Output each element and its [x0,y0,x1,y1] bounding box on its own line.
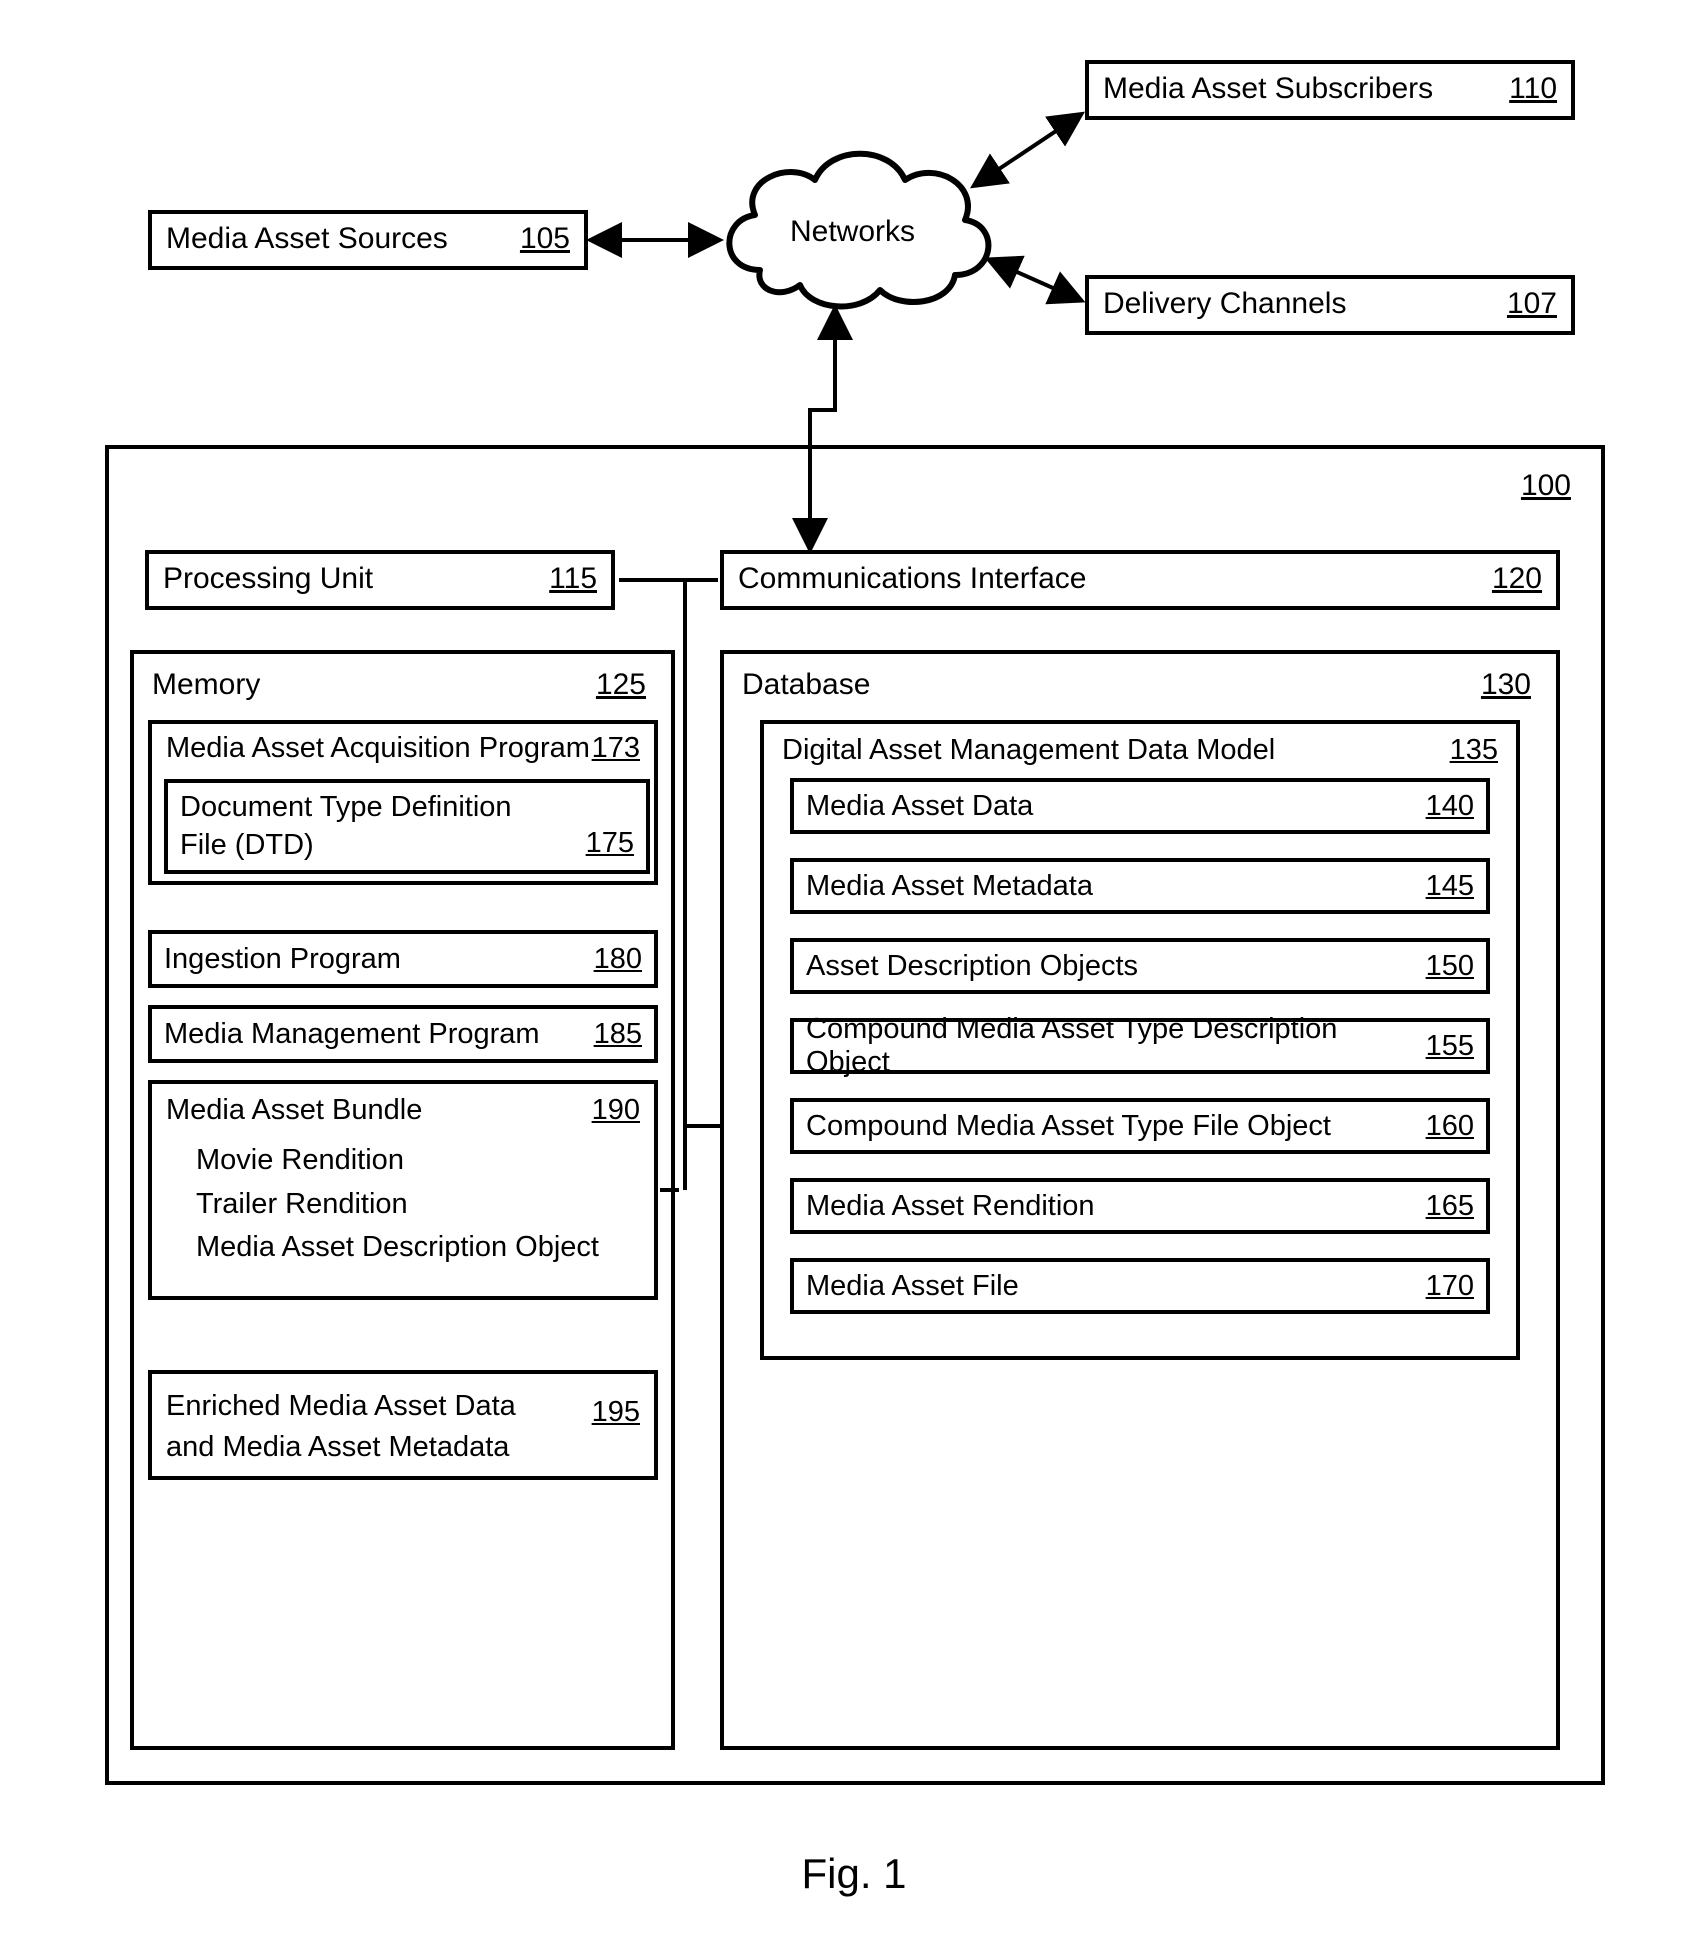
ref-dtd: 175 [586,827,634,860]
label-management: Media Management Program [164,1018,540,1051]
ref-bundle: 190 [592,1094,640,1127]
label-ingestion: Ingestion Program [164,943,401,976]
label-bundle: Media Asset Bundle [166,1094,422,1127]
label-channels: Delivery Channels [1103,287,1346,321]
bundle-line-3: Media Asset Description Object [166,1226,599,1270]
model-item-2: Asset Description Objects 150 [790,938,1490,994]
box-delivery-channels: Delivery Channels 107 [1085,275,1575,335]
ref-subscribers: 110 [1509,72,1557,106]
bundle-line-1: Movie Rendition [166,1139,599,1183]
ref-processing: 115 [549,562,597,596]
bundle-line-2: Trailer Rendition [166,1183,599,1227]
ref-database: 130 [1481,668,1531,702]
ref-channels: 107 [1507,287,1557,321]
label-sources: Media Asset Sources [166,222,448,256]
model-item-0: Media Asset Data 140 [790,778,1490,834]
model-item-6: Media Asset File 170 [790,1258,1490,1314]
label-processing: Processing Unit [163,562,373,596]
acquisition-container: Media Asset Acquisition Program 173 Docu… [148,720,658,885]
ref-model: 135 [1450,734,1498,767]
label-memory: Memory [152,668,260,702]
box-ingestion: Ingestion Program 180 [148,930,658,988]
model-item-4: Compound Media Asset Type File Object 16… [790,1098,1490,1154]
networks-label: Networks [790,215,915,249]
model-item-5: Media Asset Rendition 165 [790,1178,1490,1234]
label-model: Digital Asset Management Data Model [782,734,1275,767]
label-acquisition: Media Asset Acquisition Program [166,732,590,765]
model-item-3: Compound Media Asset Type Description Ob… [790,1018,1490,1074]
ref-memory: 125 [596,668,646,702]
bundle-container: Media Asset Bundle 190 Movie Rendition T… [148,1080,658,1300]
box-dtd: Document Type Definition File (DTD) 175 [164,779,650,874]
diagram-canvas: Networks Media Asset Sources 105 Media A… [0,0,1708,1950]
label-subscribers: Media Asset Subscribers [1103,72,1433,106]
ref-acquisition: 173 [592,732,640,765]
box-enriched: Enriched Media Asset Data and Media Asse… [148,1370,658,1480]
label-database: Database [742,668,870,702]
label-comms: Communications Interface [738,562,1087,596]
ref-management: 185 [594,1018,642,1051]
model-item-1: Media Asset Metadata 145 [790,858,1490,914]
figure-caption: Fig. 1 [801,1850,906,1898]
label-enriched: Enriched Media Asset Data and Media Asse… [166,1386,536,1467]
ref-comms: 120 [1492,562,1542,596]
box-media-asset-subscribers: Media Asset Subscribers 110 [1085,60,1575,120]
ref-enriched: 195 [592,1396,640,1429]
label-dtd: Document Type Definition File (DTD) [180,789,540,864]
box-processing-unit: Processing Unit 115 [145,550,615,610]
ref-sources: 105 [520,222,570,256]
ref-ingestion: 180 [594,943,642,976]
ref-system: 100 [1521,469,1571,503]
box-comms-interface: Communications Interface 120 [720,550,1560,610]
box-management: Media Management Program 185 [148,1005,658,1063]
box-media-asset-sources: Media Asset Sources 105 [148,210,588,270]
